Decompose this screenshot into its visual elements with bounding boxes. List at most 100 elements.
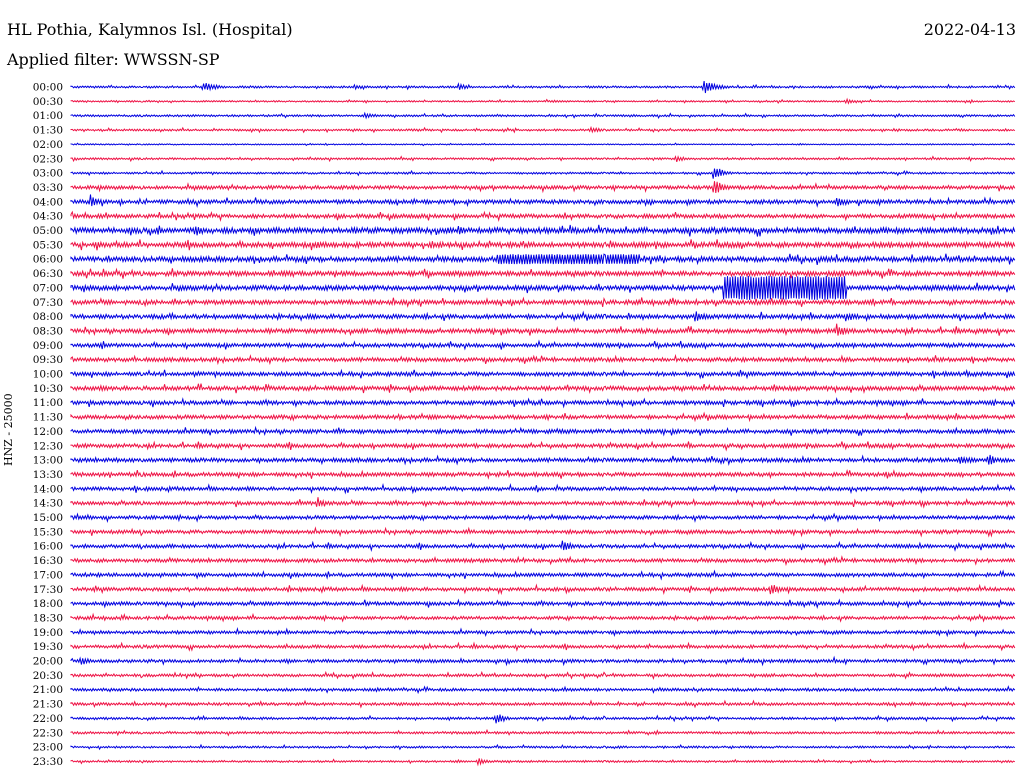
trace-line xyxy=(70,540,1016,552)
row-time-label: 06:00 xyxy=(33,254,63,266)
row-time-label: 03:30 xyxy=(33,182,63,194)
trace-line xyxy=(70,267,1016,279)
trace-line xyxy=(70,512,1016,524)
trace-line xyxy=(70,210,1016,222)
trace-line xyxy=(70,81,1016,94)
row-time-label: 05:00 xyxy=(33,225,63,237)
trace-line xyxy=(70,497,1016,509)
trace-line xyxy=(70,440,1016,452)
trace-line xyxy=(70,482,1016,495)
row-time-label: 06:30 xyxy=(33,268,63,280)
record-date: 2022-04-13 xyxy=(923,20,1016,39)
row-time-label: 16:00 xyxy=(33,541,63,553)
row-time-label: 02:30 xyxy=(33,153,63,165)
row-time-label: 00:00 xyxy=(33,82,63,94)
row-time-label: 20:30 xyxy=(33,670,63,682)
trace-line xyxy=(70,468,1016,480)
trace-line xyxy=(70,583,1016,596)
trace-line xyxy=(70,339,1016,351)
trace-line xyxy=(70,396,1016,409)
row-time-label: 17:30 xyxy=(33,584,63,596)
trace-line xyxy=(70,685,1016,695)
row-time-label: 05:30 xyxy=(33,239,63,251)
row-time-label: 21:30 xyxy=(33,699,63,711)
row-time-label: 01:00 xyxy=(33,110,63,122)
trace-line xyxy=(70,411,1016,423)
row-time-label: 11:30 xyxy=(33,412,63,424)
row-time-label: 07:00 xyxy=(33,282,63,294)
trace-line xyxy=(70,253,1016,266)
trace-line xyxy=(70,181,1016,194)
trace-line xyxy=(70,526,1016,538)
trace-line xyxy=(70,425,1016,437)
trace-line xyxy=(70,97,1016,105)
row-time-label: 15:00 xyxy=(33,512,63,524)
trace-line xyxy=(70,125,1016,134)
row-time-label: 01:30 xyxy=(33,125,63,137)
row-time-label: 15:30 xyxy=(33,526,63,538)
row-time-label: 22:00 xyxy=(33,713,63,725)
trace-line xyxy=(70,454,1016,466)
trace-line xyxy=(70,224,1016,237)
row-time-label: 03:00 xyxy=(33,168,63,180)
trace-line xyxy=(70,310,1016,323)
row-time-label: 08:30 xyxy=(33,325,63,337)
trace-line xyxy=(70,555,1016,567)
row-time-label: 08:00 xyxy=(33,311,63,323)
trace-line xyxy=(70,194,1016,208)
row-time-label: 02:00 xyxy=(33,139,63,151)
row-time-label: 04:00 xyxy=(33,196,63,208)
row-time-label: 18:30 xyxy=(33,612,63,624)
trace-line xyxy=(70,239,1016,251)
row-time-label: 22:30 xyxy=(33,727,63,739)
row-time-label: 09:00 xyxy=(33,340,63,352)
row-time-label: 16:30 xyxy=(33,555,63,567)
row-time-label: 21:00 xyxy=(33,684,63,696)
row-time-label: 13:00 xyxy=(33,455,63,467)
row-time-label: 10:30 xyxy=(33,383,63,395)
trace-line xyxy=(70,743,1016,751)
trace-line xyxy=(70,569,1016,581)
trace-line xyxy=(70,641,1016,652)
trace-line xyxy=(70,728,1016,737)
trace-line xyxy=(70,383,1016,394)
trace-line xyxy=(70,296,1016,309)
row-time-label: 12:00 xyxy=(33,426,63,438)
row-time-label: 23:30 xyxy=(33,756,63,768)
trace-line xyxy=(70,612,1016,623)
row-time-label: 20:00 xyxy=(33,656,63,668)
trace-line xyxy=(70,142,1016,147)
trace-line xyxy=(70,757,1016,767)
trace-line xyxy=(70,275,1016,300)
trace-line xyxy=(70,368,1016,380)
row-time-label: 17:00 xyxy=(33,569,63,581)
row-time-label: 13:30 xyxy=(33,469,63,481)
trace-line xyxy=(70,598,1016,610)
trace-line xyxy=(70,168,1016,179)
row-time-label: 19:00 xyxy=(33,627,63,639)
trace-line xyxy=(70,353,1016,366)
trace-line xyxy=(70,323,1016,337)
trace-line xyxy=(70,714,1016,724)
row-time-label: 11:00 xyxy=(33,397,63,409)
row-time-label: 10:00 xyxy=(33,369,63,381)
row-time-label: 07:30 xyxy=(33,297,63,309)
trace-line xyxy=(70,627,1016,638)
trace-line xyxy=(70,699,1016,709)
row-time-label: 12:30 xyxy=(33,440,63,452)
station-title: HL Pothia, Kalymnos Isl. (Hospital) xyxy=(7,20,293,39)
trace-line xyxy=(70,670,1016,681)
trace-line xyxy=(70,655,1016,667)
row-time-label: 18:00 xyxy=(33,598,63,610)
row-time-label: 00:30 xyxy=(33,96,63,108)
trace-line xyxy=(70,111,1016,120)
row-time-label: 09:30 xyxy=(33,354,63,366)
filter-label: Applied filter: WWSSN-SP xyxy=(7,50,220,69)
row-time-label: 04:30 xyxy=(33,211,63,223)
trace-line xyxy=(70,155,1016,163)
row-time-label: 14:30 xyxy=(33,498,63,510)
row-time-label: 19:30 xyxy=(33,641,63,653)
row-time-label: 14:00 xyxy=(33,483,63,495)
row-time-label: 23:00 xyxy=(33,742,63,754)
